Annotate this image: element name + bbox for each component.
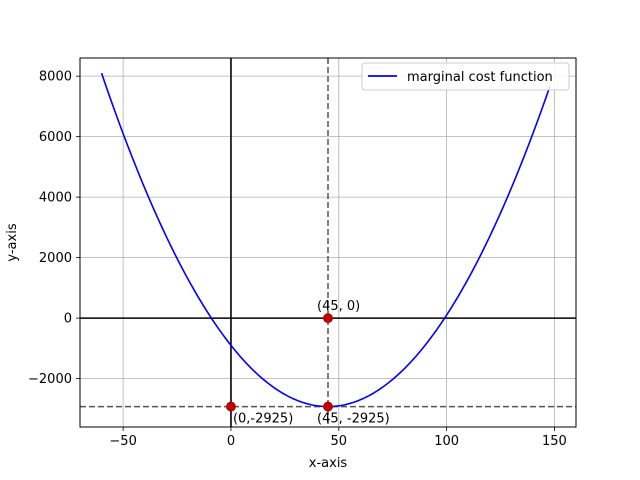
y-tick-label: −2000 <box>28 372 72 387</box>
ticks-layer: −50 0 50 100 150 −2000 0 2000 4000 6000 8000 <box>28 70 567 449</box>
point-label: (45, -2925) <box>317 412 390 427</box>
point-label: (0,-2925) <box>233 412 293 427</box>
y-tick-label: 4000 <box>39 191 72 206</box>
plot-frame <box>79 57 577 428</box>
x-axis-label: x-axis <box>309 456 348 471</box>
point-label: (45, 0) <box>317 299 360 314</box>
x-tick-label: −50 <box>109 434 136 449</box>
x-tick-label: 0 <box>227 434 235 449</box>
data-point <box>323 401 333 412</box>
legend-box <box>361 62 570 91</box>
legend-label: marginal cost function <box>407 70 553 85</box>
legend: marginal cost function <box>361 62 570 91</box>
y-axis-label: y-axis <box>5 223 20 261</box>
data-point <box>226 401 236 412</box>
series-layer <box>100 72 551 408</box>
y-tick-label: 6000 <box>39 130 72 145</box>
x-tick-label: 50 <box>331 434 348 449</box>
points-layer: (45, 0) (0,-2925) (45, -2925) <box>226 299 390 427</box>
series-line-marginal-cost <box>100 72 551 408</box>
x-tick-label: 100 <box>434 434 459 449</box>
data-point <box>323 313 333 324</box>
reference-lines <box>80 58 576 427</box>
y-tick-label: 8000 <box>39 70 72 85</box>
y-tick-label: 2000 <box>39 251 72 266</box>
y-tick-label: 0 <box>64 312 72 327</box>
x-tick-label: 150 <box>542 434 567 449</box>
